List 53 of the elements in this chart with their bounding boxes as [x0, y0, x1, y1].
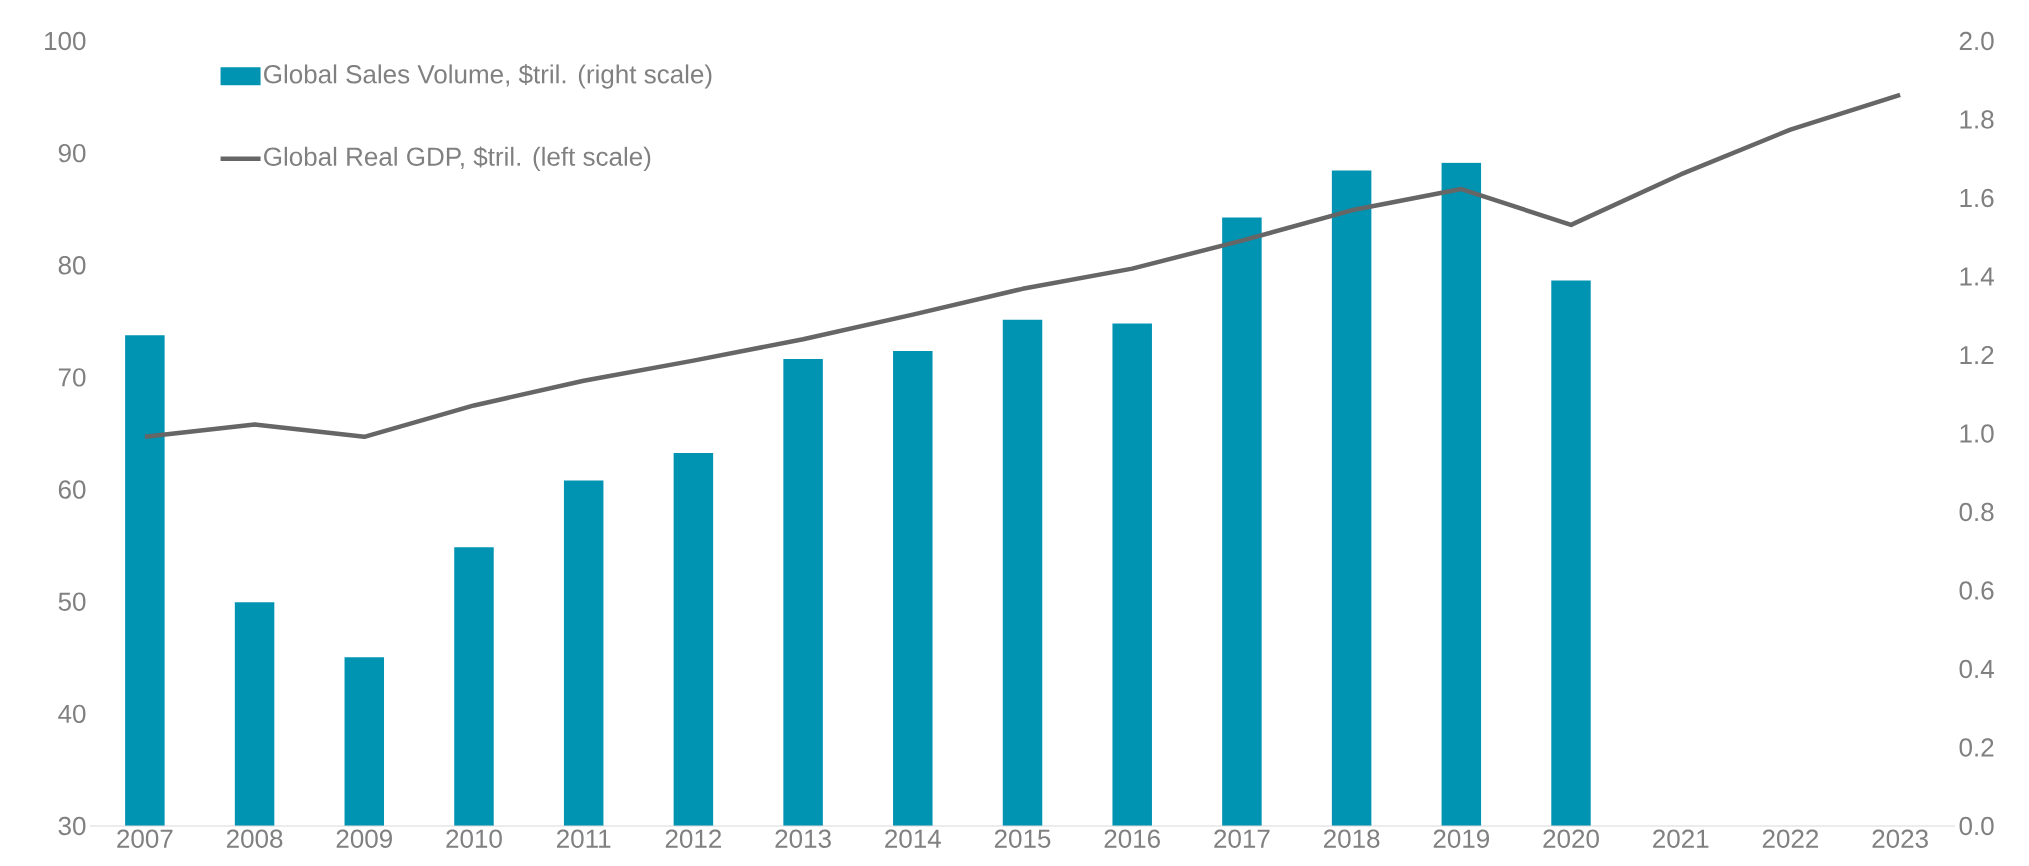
x-tick-label: 2011 [557, 829, 611, 848]
y2-tick-label: 2.0 [1959, 31, 1994, 51]
y2-tick-label: 0.2 [1959, 738, 1994, 757]
y-tick-label: 50 [58, 592, 86, 611]
bar [893, 351, 933, 826]
bar [1441, 162, 1482, 826]
bar [454, 547, 494, 826]
x-tick-label: 2017 [1214, 829, 1270, 848]
x-tick-label: 2013 [775, 829, 831, 848]
y2-tick-label: 1.8 [1960, 110, 1994, 129]
x-tick-label: 2019 [1433, 829, 1489, 848]
y2-tick-label: 1.0 [1960, 424, 1994, 443]
x-tick-label: 2018 [1324, 829, 1380, 848]
y2-tick-label: 0.0 [1959, 816, 1994, 836]
y-tick-label: 100 [45, 31, 86, 51]
bar [1331, 170, 1372, 826]
bar [234, 602, 275, 826]
bar [1002, 319, 1043, 826]
y-tick-label: 40 [58, 704, 86, 724]
y2-tick-label: 0.8 [1959, 502, 1994, 522]
x-tick-label: 2007 [117, 829, 173, 848]
x-tick-label: 2021 [1653, 829, 1709, 848]
x-tick-label: 2008 [226, 829, 283, 848]
bar [344, 657, 385, 826]
legend-label: Global Sales Volume, $tril. (right scale) [264, 63, 712, 89]
x-tick-label: 2016 [1104, 829, 1160, 848]
bar [1222, 217, 1262, 826]
y2-tick-label: 0.6 [1959, 581, 1994, 600]
x-tick-label: 2010 [446, 829, 502, 848]
bar [125, 335, 165, 826]
line-series [142, 92, 1903, 440]
y-tick-label: 70 [58, 368, 86, 387]
bar [783, 358, 823, 826]
y2-tick-label: 0.4 [1959, 659, 1994, 679]
y2-tick-label: 1.4 [1960, 267, 1994, 286]
y2-tick-label: 1.6 [1960, 188, 1994, 208]
x-tick-label: 2014 [885, 829, 941, 848]
x-tick-label: 2009 [336, 829, 392, 848]
bar [563, 480, 604, 826]
x-tick-label: 2022 [1762, 829, 1819, 848]
bar [1112, 323, 1152, 826]
bar [1551, 280, 1591, 826]
x-tick-label: 2020 [1543, 829, 1599, 848]
y-tick-label: 60 [58, 480, 86, 499]
bar [673, 453, 714, 826]
legend-label: Global Real GDP, $tril. (left scale) [264, 146, 651, 172]
x-tick-label: 2012 [665, 829, 721, 848]
y-tick-label: 30 [58, 816, 86, 836]
y2-tick-label: 1.2 [1960, 345, 1994, 365]
x-tick-label: 2015 [994, 829, 1051, 848]
y-tick-label: 80 [58, 256, 86, 275]
x-tick-label: 2023 [1872, 829, 1928, 848]
y-tick-label: 90 [58, 143, 86, 163]
